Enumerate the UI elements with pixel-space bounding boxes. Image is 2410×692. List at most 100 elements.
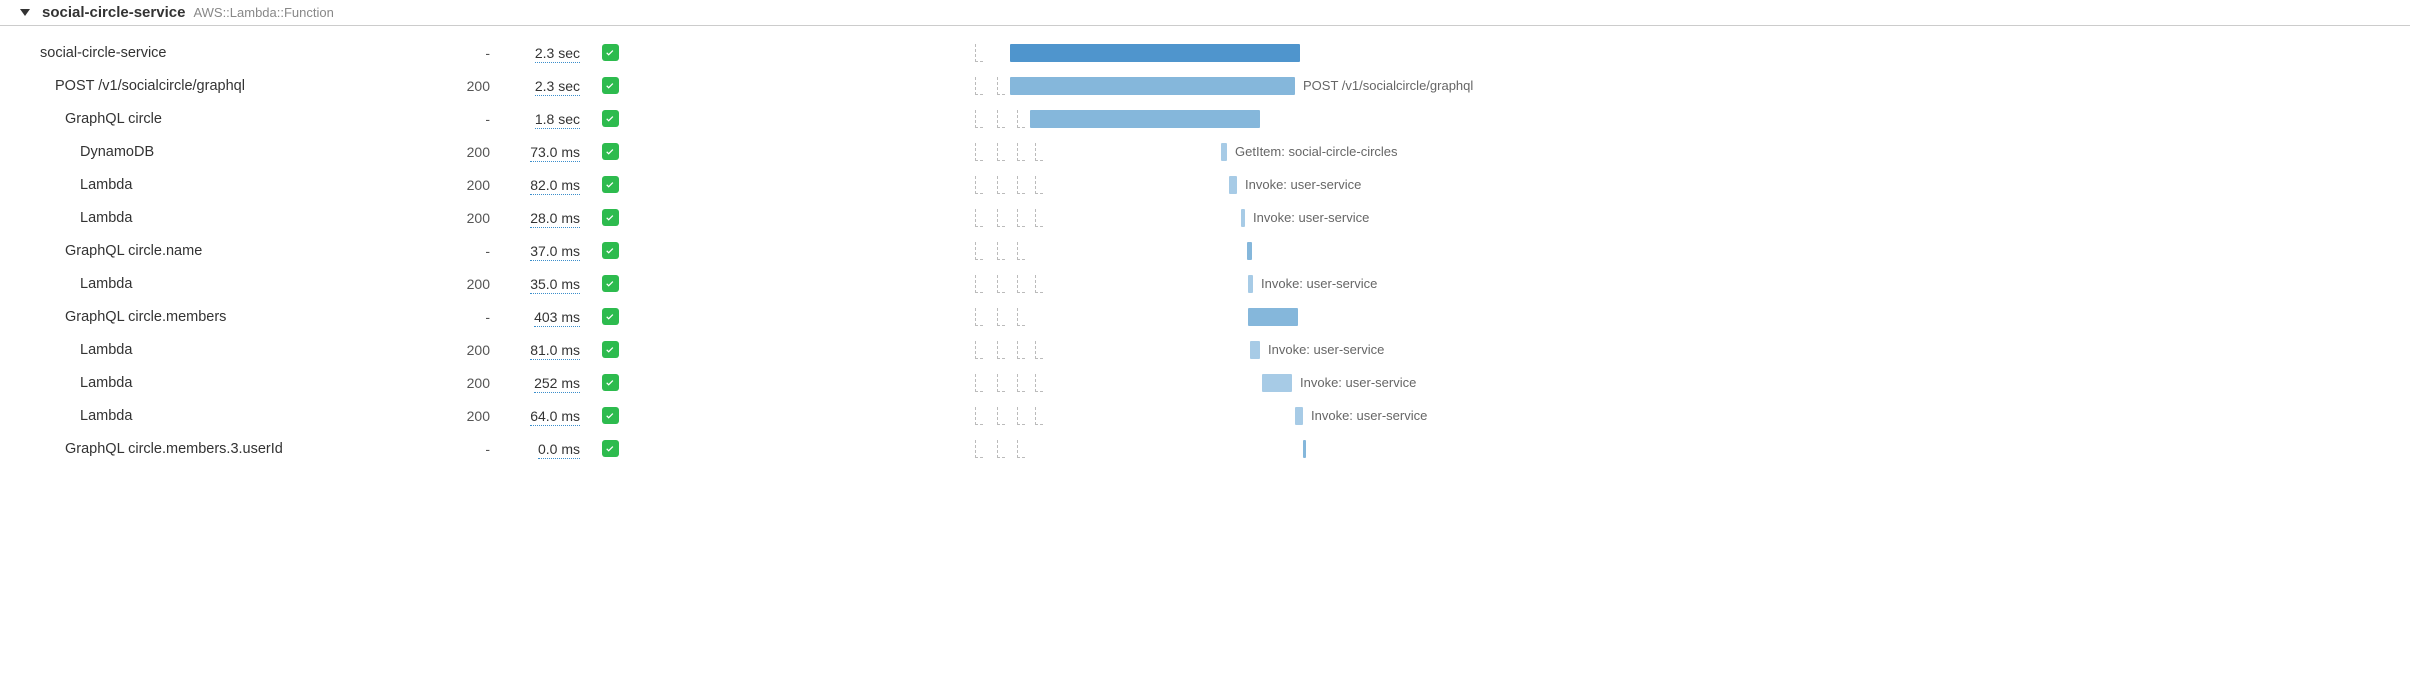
trace-row[interactable]: Lambda20082.0 msInvoke: user-service xyxy=(0,168,2410,201)
trace-row[interactable]: DynamoDB20073.0 msGetItem: social-circle… xyxy=(0,135,2410,168)
trace-duration[interactable]: 64.0 ms xyxy=(490,408,580,424)
trace-group-header[interactable]: social-circle-service AWS::Lambda::Funct… xyxy=(0,4,2410,26)
trace-duration[interactable]: 35.0 ms xyxy=(490,276,580,292)
check-icon xyxy=(602,44,619,61)
trace-row-left: GraphQL circle.members- 403 ms xyxy=(0,308,640,325)
timeline-bar[interactable] xyxy=(1295,407,1303,425)
timeline-guide xyxy=(997,275,1005,293)
check-icon xyxy=(602,374,619,391)
trace-row[interactable]: Lambda20028.0 msInvoke: user-service xyxy=(0,201,2410,234)
timeline-guide xyxy=(975,440,983,458)
trace-duration[interactable]: 0.0 ms xyxy=(490,441,580,457)
duration-value: 0.0 ms xyxy=(538,441,580,459)
timeline-bar[interactable] xyxy=(1247,242,1252,260)
timeline-guide xyxy=(997,77,1005,95)
trace-duration[interactable]: 37.0 ms xyxy=(490,243,580,259)
group-subtitle: AWS::Lambda::Function xyxy=(193,5,333,20)
trace-status-icon-cell xyxy=(580,176,640,193)
trace-rows-container: social-circle-service-2.3 secPOST /v1/so… xyxy=(0,36,2410,465)
timeline-guide xyxy=(1017,440,1025,458)
group-title: social-circle-service xyxy=(42,4,185,21)
timeline-bar[interactable] xyxy=(1248,308,1298,326)
trace-status: - xyxy=(420,45,490,61)
trace-status-icon-cell xyxy=(580,374,640,391)
trace-duration[interactable]: 82.0 ms xyxy=(490,177,580,193)
timeline-guide xyxy=(975,374,983,392)
timeline-bar[interactable] xyxy=(1248,275,1253,293)
trace-name: DynamoDB xyxy=(20,144,420,160)
timeline-guide xyxy=(1035,374,1043,392)
trace-name: GraphQL circle.members xyxy=(20,309,420,325)
check-icon xyxy=(602,242,619,259)
timeline-bar[interactable] xyxy=(1250,341,1260,359)
timeline-guide xyxy=(975,143,983,161)
timeline-guide xyxy=(1035,275,1043,293)
trace-row[interactable]: GraphQL circle.members.3.userId-0.0 ms xyxy=(0,432,2410,465)
duration-value: 403 ms xyxy=(534,309,580,327)
check-icon xyxy=(602,275,619,292)
trace-row[interactable]: POST /v1/socialcircle/graphql2002.3 secP… xyxy=(0,69,2410,102)
check-icon xyxy=(602,209,619,226)
check-icon xyxy=(602,176,619,193)
trace-row[interactable]: GraphQL circle.members- 403 ms xyxy=(0,300,2410,333)
check-icon xyxy=(602,143,619,160)
trace-status: 200 xyxy=(420,408,490,424)
timeline xyxy=(640,107,2410,131)
timeline-bar[interactable] xyxy=(1030,110,1260,128)
trace-status-icon-cell xyxy=(580,143,640,160)
timeline-bar[interactable] xyxy=(1221,143,1227,161)
trace-row[interactable]: social-circle-service-2.3 sec xyxy=(0,36,2410,69)
timeline-cell: Invoke: user-service xyxy=(640,168,2410,201)
timeline-bar[interactable] xyxy=(1303,440,1306,458)
trace-status-icon-cell xyxy=(580,77,640,94)
trace-status-icon-cell xyxy=(580,44,640,61)
trace-duration[interactable]: 252 ms xyxy=(490,375,580,391)
timeline-cell xyxy=(640,36,2410,69)
trace-row[interactable]: GraphQL circle.name-37.0 ms xyxy=(0,234,2410,267)
trace-row[interactable]: Lambda20064.0 msInvoke: user-service xyxy=(0,399,2410,432)
timeline-guide xyxy=(1035,143,1043,161)
trace-status-icon-cell xyxy=(580,407,640,424)
trace-name: GraphQL circle.name xyxy=(20,243,420,259)
trace-duration[interactable]: 403 ms xyxy=(490,309,580,325)
trace-duration[interactable]: 28.0 ms xyxy=(490,210,580,226)
duration-value: 35.0 ms xyxy=(530,276,580,294)
trace-duration[interactable]: 1.8 sec xyxy=(490,111,580,127)
timeline: Invoke: user-service xyxy=(640,404,2410,428)
timeline-guide xyxy=(975,209,983,227)
duration-value: 82.0 ms xyxy=(530,177,580,195)
timeline-bar[interactable] xyxy=(1262,374,1292,392)
trace-duration[interactable]: 2.3 sec xyxy=(490,45,580,61)
trace-name: Lambda xyxy=(20,375,420,391)
check-icon xyxy=(602,77,619,94)
timeline-bar[interactable] xyxy=(1010,77,1295,95)
timeline-bar[interactable] xyxy=(1010,44,1300,62)
trace-status-icon-cell xyxy=(580,341,640,358)
timeline-bar-label: GetItem: social-circle-circles xyxy=(1235,143,1398,161)
trace-name: Lambda xyxy=(20,342,420,358)
timeline-guide xyxy=(1035,209,1043,227)
timeline xyxy=(640,437,2410,461)
trace-row[interactable]: Lambda200252 msInvoke: user-service xyxy=(0,366,2410,399)
caret-down-icon xyxy=(20,9,30,16)
trace-status: - xyxy=(420,309,490,325)
trace-duration[interactable]: 2.3 sec xyxy=(490,78,580,94)
timeline-bar[interactable] xyxy=(1241,209,1245,227)
trace-row[interactable]: Lambda20081.0 msInvoke: user-service xyxy=(0,333,2410,366)
timeline-guide xyxy=(975,341,983,359)
timeline: Invoke: user-service xyxy=(640,173,2410,197)
timeline-guide xyxy=(1017,275,1025,293)
trace-duration[interactable]: 73.0 ms xyxy=(490,144,580,160)
timeline-bar-label: Invoke: user-service xyxy=(1253,209,1369,227)
timeline-guide xyxy=(1017,242,1025,260)
timeline-guide xyxy=(997,143,1005,161)
timeline-guide xyxy=(997,341,1005,359)
trace-status-icon-cell xyxy=(580,275,640,292)
trace-row[interactable]: Lambda20035.0 msInvoke: user-service xyxy=(0,267,2410,300)
timeline-bar[interactable] xyxy=(1229,176,1237,194)
timeline-guide xyxy=(975,242,983,260)
trace-duration[interactable]: 81.0 ms xyxy=(490,342,580,358)
timeline-cell: Invoke: user-service xyxy=(640,201,2410,234)
timeline-cell: Invoke: user-service xyxy=(640,267,2410,300)
trace-row[interactable]: GraphQL circle-1.8 sec xyxy=(0,102,2410,135)
